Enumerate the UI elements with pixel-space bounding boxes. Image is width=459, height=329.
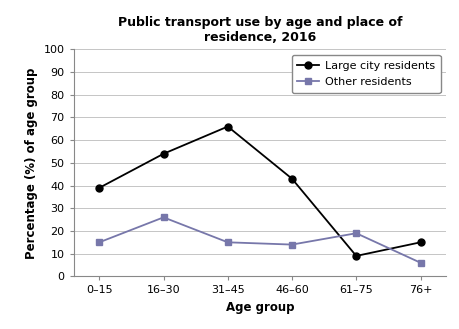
Title: Public transport use by age and place of
residence, 2016: Public transport use by age and place of… [118, 16, 401, 44]
Other residents [353, 231, 358, 235]
Large city residents [161, 152, 166, 156]
Other residents [224, 240, 230, 244]
Y-axis label: Percentage (%) of age group: Percentage (%) of age group [25, 67, 38, 259]
Other residents [161, 215, 166, 219]
Large city residents [353, 254, 358, 258]
X-axis label: Age group: Age group [225, 301, 293, 314]
Other residents [96, 240, 102, 244]
Other residents [417, 261, 422, 265]
Line: Other residents: Other residents [95, 214, 423, 266]
Large city residents [224, 125, 230, 129]
Large city residents [96, 186, 102, 190]
Legend: Large city residents, Other residents: Large city residents, Other residents [291, 55, 440, 93]
Line: Large city residents: Large city residents [95, 123, 423, 259]
Other residents [289, 242, 294, 246]
Large city residents [417, 240, 422, 244]
Large city residents [289, 177, 294, 181]
